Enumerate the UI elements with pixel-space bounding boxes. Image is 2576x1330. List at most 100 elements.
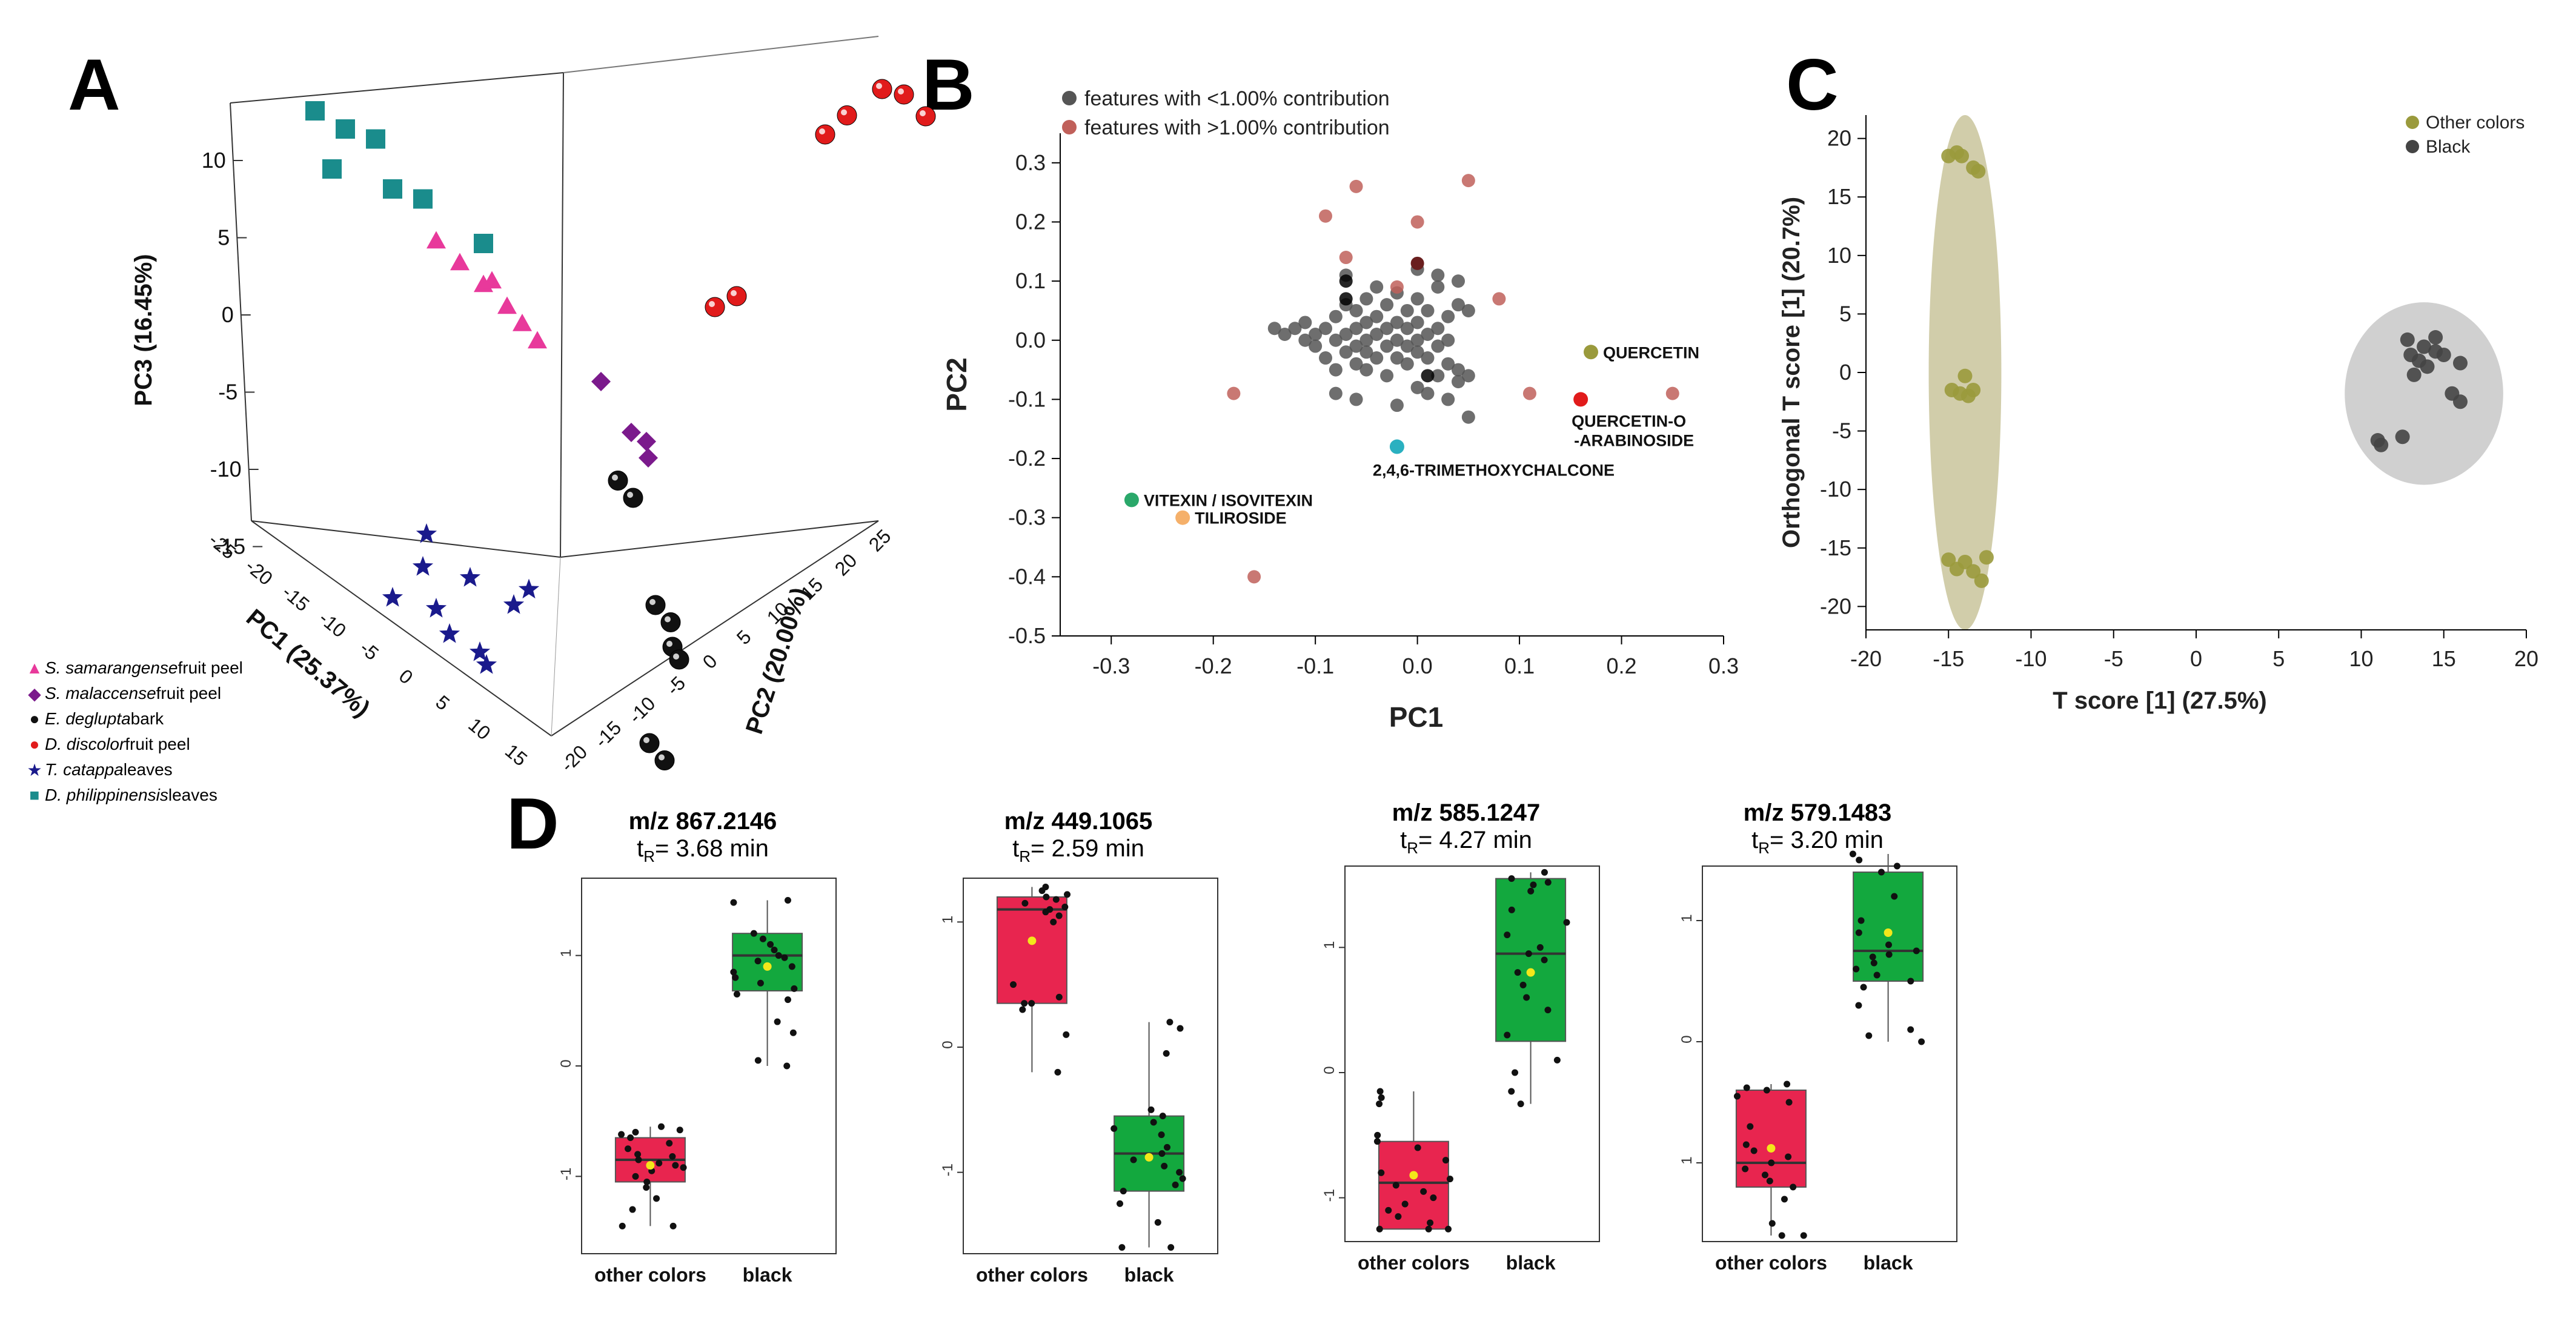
scatter-point bbox=[1329, 386, 1343, 400]
scatter-point bbox=[1370, 351, 1384, 365]
data-point bbox=[627, 1134, 634, 1142]
scatter-point bbox=[1309, 339, 1323, 353]
data-point bbox=[1154, 1219, 1161, 1226]
data-point bbox=[1893, 862, 1900, 870]
data-point bbox=[1064, 891, 1071, 898]
legend-name: E. deglupta bbox=[45, 709, 131, 728]
y-axis-label: PC2 bbox=[941, 357, 972, 411]
sphere-marker-icon: ● bbox=[29, 709, 40, 728]
data-point bbox=[1781, 1196, 1788, 1203]
x-tick-label: -10 bbox=[2015, 646, 2047, 671]
data-point bbox=[1855, 929, 1862, 936]
x-tick-label: 15 bbox=[501, 739, 531, 770]
scatter-point bbox=[1441, 392, 1455, 406]
x-tick-label: -15 bbox=[278, 581, 314, 615]
data-point bbox=[1743, 1084, 1750, 1091]
x-tick-label: 10 bbox=[2349, 646, 2373, 671]
y-tick-label: -5 bbox=[662, 672, 690, 700]
legend-item-e-deglupta: ● E. deglupta bark bbox=[24, 706, 243, 732]
annotated-point bbox=[1175, 510, 1190, 525]
y-tick-label: 5 bbox=[1839, 301, 1851, 326]
data-point bbox=[1176, 1169, 1183, 1176]
x-tick-label: 5 bbox=[2272, 646, 2285, 671]
scatter-point bbox=[1431, 280, 1445, 294]
y-tick-label: 1 bbox=[940, 916, 956, 924]
data-point bbox=[1373, 1138, 1381, 1145]
scatter-point bbox=[1390, 280, 1404, 294]
x-tick-label: 5 bbox=[431, 691, 454, 715]
y-tick-label: 1 bbox=[1679, 1156, 1695, 1164]
frame-line bbox=[560, 72, 564, 558]
data-point bbox=[1021, 899, 1029, 907]
sphere-highlight bbox=[819, 128, 825, 134]
legend-name: S. malaccense bbox=[45, 684, 156, 703]
y-tick-label: -1 bbox=[940, 1163, 956, 1176]
data-point bbox=[653, 1195, 660, 1202]
scatter-point bbox=[1349, 322, 1363, 336]
y-tick-label: -0.1 bbox=[1008, 386, 1046, 411]
data-point bbox=[1043, 893, 1050, 901]
data-point bbox=[781, 954, 788, 961]
data-point bbox=[1385, 1206, 1392, 1214]
y-tick-label: -10 bbox=[624, 692, 659, 727]
y-tick-label: 10 bbox=[1827, 243, 1851, 268]
scatter-point bbox=[1410, 292, 1424, 306]
y-tick-label: -0.3 bbox=[1008, 505, 1046, 530]
data-point bbox=[1768, 1159, 1775, 1166]
diamond-marker bbox=[591, 372, 611, 391]
scatter-point bbox=[1390, 333, 1404, 347]
x-tick-label: -20 bbox=[241, 555, 277, 589]
x-tick-label: -20 bbox=[1850, 646, 1882, 671]
data-point bbox=[1856, 856, 1863, 864]
scatter-point bbox=[1410, 345, 1424, 359]
data-point bbox=[750, 930, 757, 937]
annotated-point bbox=[1584, 345, 1598, 360]
data-point bbox=[672, 1162, 679, 1169]
chart-d2-boxplot: 1 0 -1 other colors black bbox=[940, 878, 1218, 1286]
data-point bbox=[1172, 1181, 1179, 1188]
sphere-marker bbox=[623, 488, 643, 508]
y-tick-label: 0 bbox=[1321, 1066, 1338, 1074]
data-point bbox=[1517, 1100, 1524, 1108]
box-title-1: m/z 867.2146 tR= 3.68 min bbox=[582, 808, 824, 866]
x-axis-label: PC1 bbox=[1389, 701, 1443, 733]
diamond-marker-icon: ◆ bbox=[28, 684, 41, 703]
scatter-point bbox=[1400, 303, 1414, 317]
scatter-point bbox=[1441, 333, 1455, 347]
mean-point bbox=[763, 962, 772, 971]
scatter-point bbox=[1421, 369, 1435, 383]
y-tick-label: 5 bbox=[732, 626, 755, 649]
box-title-3: m/z 585.1247 tR= 4.27 min bbox=[1345, 799, 1587, 858]
box bbox=[1735, 1090, 1807, 1188]
frame-line bbox=[563, 36, 879, 73]
data-point bbox=[618, 1131, 625, 1138]
sphere-highlight bbox=[876, 83, 882, 89]
data-point bbox=[1519, 981, 1527, 988]
diamond-marker bbox=[622, 423, 641, 442]
scatter-point bbox=[1329, 333, 1343, 347]
data-point bbox=[1855, 1002, 1862, 1009]
annotated-point bbox=[1389, 439, 1404, 454]
data-point bbox=[1870, 959, 1877, 967]
star-marker bbox=[476, 654, 497, 674]
data-point bbox=[754, 958, 762, 965]
annotation-label: TILIROSIDE bbox=[1195, 509, 1287, 528]
triangle-marker-icon: ▲ bbox=[26, 658, 43, 677]
data-point bbox=[1166, 1019, 1173, 1026]
y-tick-label: 0 bbox=[699, 650, 722, 673]
scatter-point bbox=[2406, 367, 2422, 382]
data-point bbox=[1778, 1232, 1785, 1239]
sphere-highlight bbox=[659, 754, 665, 761]
sphere-marker bbox=[669, 649, 689, 670]
box-title-tr: tR= 4.27 min bbox=[1400, 827, 1532, 857]
legend-marker bbox=[2406, 116, 2419, 129]
sphere-highlight bbox=[841, 109, 847, 116]
y-tick-label: -10 bbox=[1820, 477, 1851, 501]
sphere-highlight bbox=[612, 474, 618, 481]
x-tick-label: 20 bbox=[2514, 646, 2538, 671]
triangle-marker bbox=[450, 253, 470, 271]
data-point bbox=[1120, 1188, 1127, 1195]
data-point bbox=[1918, 1038, 1925, 1045]
star-marker bbox=[416, 523, 437, 543]
box-title-mz: m/z 579.1483 bbox=[1743, 799, 1892, 826]
